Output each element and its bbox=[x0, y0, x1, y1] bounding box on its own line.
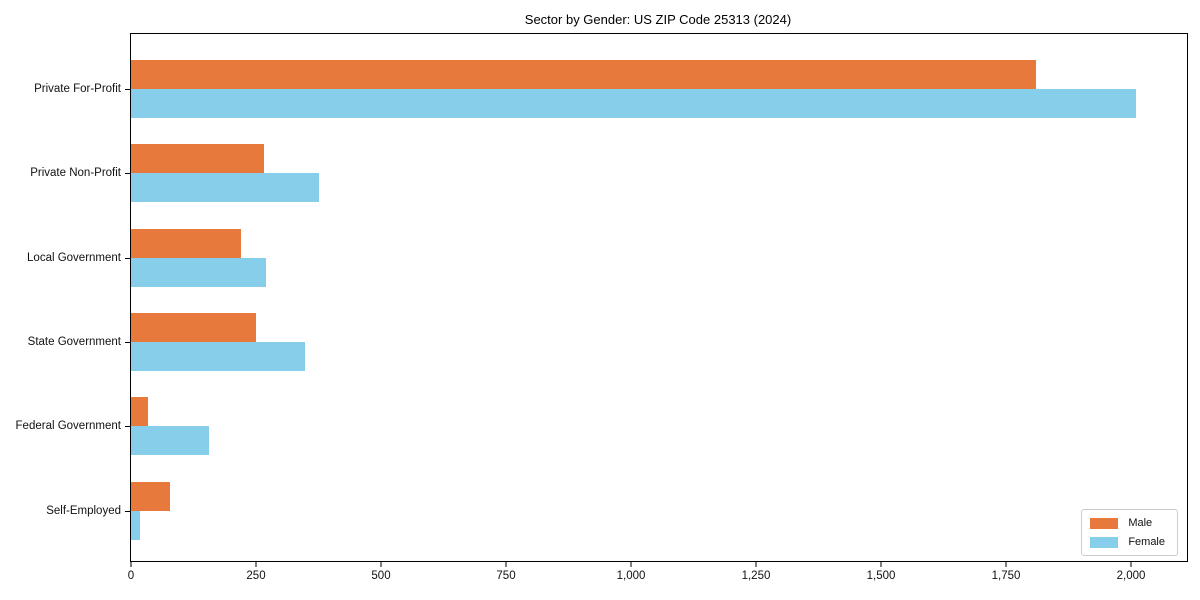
legend-label: Male bbox=[1128, 517, 1153, 529]
y-tick-mark bbox=[125, 341, 130, 343]
bar-male-1 bbox=[131, 144, 264, 174]
x-tick-label: 1,250 bbox=[741, 570, 771, 582]
x-tick-mark bbox=[880, 562, 882, 567]
legend-label: Female bbox=[1128, 536, 1165, 548]
x-tick-mark bbox=[1005, 562, 1007, 567]
bar-female-1 bbox=[131, 173, 319, 203]
x-tick-label: 500 bbox=[371, 570, 391, 582]
y-tick-label: Private For-Profit bbox=[34, 83, 121, 95]
bar-male-5 bbox=[131, 481, 170, 511]
y-tick-label: Local Government bbox=[27, 251, 121, 264]
bar-female-0 bbox=[131, 89, 1136, 118]
legend-entry-male: Male bbox=[1090, 517, 1165, 529]
x-tick-label: 0 bbox=[127, 570, 135, 582]
x-tick-mark bbox=[505, 562, 507, 567]
plot-area: Male Female Private For-Profit Private Non… bbox=[16, 33, 1188, 582]
x-tick-label: 250 bbox=[246, 570, 266, 582]
y-tick-label: State Government bbox=[27, 335, 121, 348]
y-tick-mark bbox=[125, 510, 130, 512]
x-tick-mark bbox=[130, 562, 132, 567]
x-tick-label: 1,750 bbox=[991, 570, 1021, 582]
x-tick-mark bbox=[380, 562, 382, 567]
chart-title: Sector by Gender: US ZIP Code 25313 (202… bbox=[524, 12, 792, 27]
x-tick-mark bbox=[630, 562, 632, 567]
bar-male-3 bbox=[131, 312, 256, 342]
x-tick-label: 1,500 bbox=[866, 570, 896, 582]
y-tick-label: Self-Employed bbox=[46, 504, 121, 517]
x-tick-label: 2,000 bbox=[1116, 570, 1146, 582]
y-tick-label: Federal Government bbox=[15, 420, 121, 433]
y-tick-mark bbox=[125, 426, 130, 428]
x-tick-label: 750 bbox=[496, 570, 516, 582]
legend-swatch-male bbox=[1090, 517, 1119, 529]
bar-female-5 bbox=[131, 510, 140, 540]
bar-male-4 bbox=[131, 397, 148, 427]
legend-entry-female: Female bbox=[1090, 536, 1165, 548]
y-tick-label: Private Non-Profit bbox=[30, 167, 121, 180]
bar-female-3 bbox=[131, 341, 305, 371]
x-tick-mark bbox=[1130, 562, 1132, 567]
bar-male-2 bbox=[131, 228, 241, 258]
x-tick-mark bbox=[755, 562, 757, 567]
y-tick-mark bbox=[125, 257, 130, 259]
bar-male-0 bbox=[131, 60, 1036, 89]
legend-swatch-female bbox=[1090, 536, 1119, 548]
x-tick-label: 1,000 bbox=[616, 570, 646, 582]
legend: Male Female bbox=[1081, 509, 1178, 556]
bar-female-4 bbox=[131, 426, 209, 456]
bar-female-2 bbox=[131, 257, 266, 287]
x-tick-mark bbox=[255, 562, 257, 567]
y-tick-mark bbox=[125, 89, 130, 90]
y-tick-mark bbox=[125, 173, 130, 175]
